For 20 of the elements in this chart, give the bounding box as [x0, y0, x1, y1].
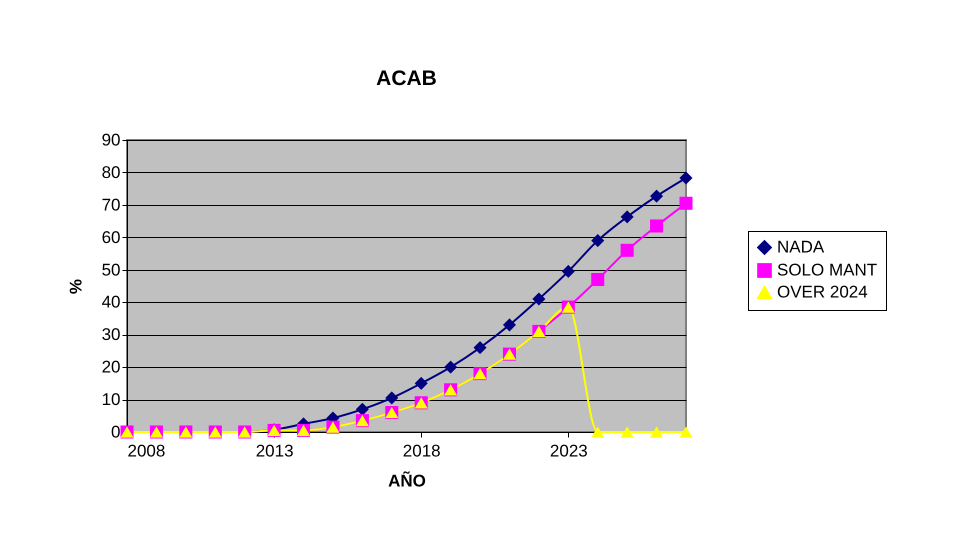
y-axis-title: %	[66, 278, 86, 294]
x-tick-label: 2013	[256, 442, 294, 460]
y-tick-label: 20	[102, 358, 120, 377]
chart-title: ACAB	[376, 67, 437, 90]
y-tick-label: 60	[102, 228, 120, 247]
y-tick-label: 40	[102, 292, 120, 312]
y-tick-label: 70	[102, 195, 120, 214]
y-tick-label: 50	[102, 260, 120, 280]
legend-label: NADA	[777, 238, 825, 256]
legend-label: SOLO MANT	[777, 260, 878, 280]
x-tick-label: 2023	[550, 442, 588, 460]
y-tick-label: 90	[102, 130, 120, 150]
x-axis-title: AÑO	[388, 470, 426, 490]
y-tick-label: 0	[111, 422, 120, 442]
x-tick-label: 2008	[128, 442, 166, 460]
y-tick-label: 30	[102, 325, 120, 344]
y-tick-label: 10	[102, 390, 120, 410]
y-tick-label: 80	[102, 162, 120, 182]
legend-label: OVER 2024	[777, 282, 868, 302]
x-tick-label: 2018	[402, 442, 441, 460]
